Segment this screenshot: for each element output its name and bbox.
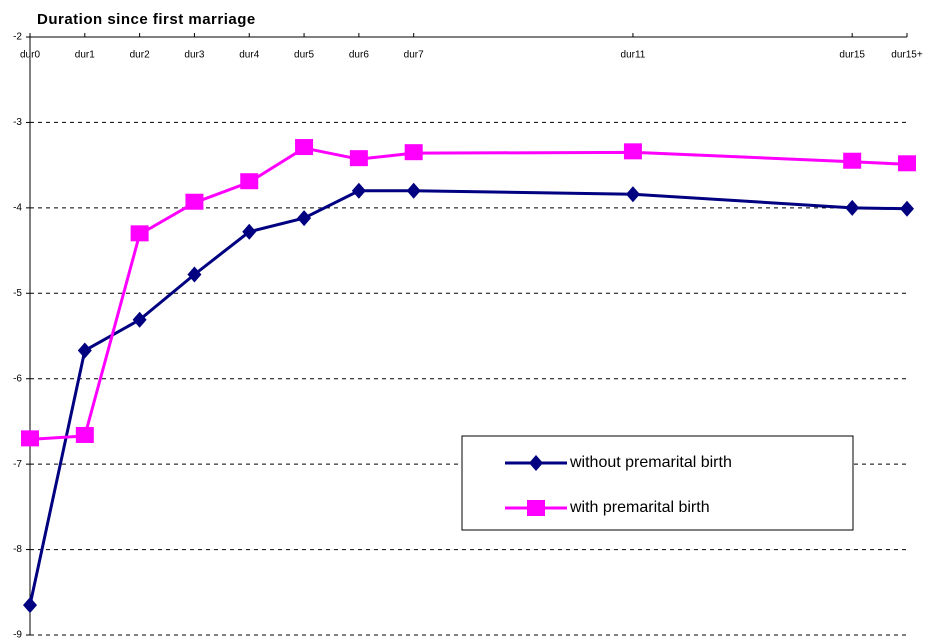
x-tick-label: dur5 <box>294 50 314 61</box>
x-tick-label: dur3 <box>184 50 204 61</box>
legend-label: with premarital birth <box>569 499 710 516</box>
y-tick-label: -5 <box>13 288 22 299</box>
legend-marker <box>527 500 545 516</box>
y-tick-label: -2 <box>13 32 22 43</box>
x-tick-label: dur4 <box>239 50 259 61</box>
y-tick-label: -6 <box>13 373 22 384</box>
point <box>625 186 640 203</box>
point <box>132 311 147 328</box>
x-tick-label: dur15 <box>839 50 865 61</box>
point <box>21 430 39 447</box>
y-tick-label: -4 <box>13 202 22 213</box>
y-tick-label: -3 <box>13 117 22 128</box>
x-tick-label: dur1 <box>75 50 95 61</box>
series-line <box>28 189 908 606</box>
y-tick-label: -9 <box>13 630 22 641</box>
point <box>75 426 94 443</box>
point <box>77 342 92 359</box>
x-tick-label: dur2 <box>130 50 150 61</box>
legend-marker <box>529 455 543 471</box>
chart-title: Duration since first marriage <box>37 11 256 28</box>
y-tick-label: -7 <box>13 459 22 470</box>
point <box>185 193 204 210</box>
point <box>295 139 314 156</box>
point <box>349 150 368 167</box>
x-tick-label: dur0 <box>20 50 40 61</box>
point <box>406 182 421 199</box>
point <box>900 200 914 217</box>
point <box>898 155 916 172</box>
point <box>297 210 312 227</box>
point <box>23 597 37 614</box>
point <box>130 225 149 242</box>
point <box>623 143 642 160</box>
point <box>242 223 257 240</box>
point <box>187 266 202 283</box>
point <box>845 199 860 216</box>
point <box>404 144 423 161</box>
x-tick-label: dur11 <box>621 50 646 61</box>
point <box>843 152 862 169</box>
legend-label: without premarital birth <box>569 454 732 471</box>
x-tick-label: dur6 <box>349 50 369 61</box>
y-tick-label: -8 <box>13 544 22 555</box>
x-tick-label: dur7 <box>404 50 424 61</box>
point <box>351 182 366 199</box>
point <box>240 173 259 190</box>
x-tick-label: dur15+ <box>891 50 923 61</box>
